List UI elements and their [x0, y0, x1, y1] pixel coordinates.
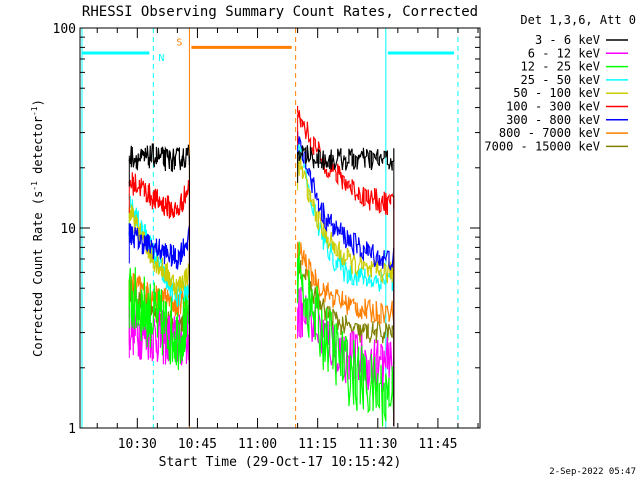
legend-entry-800-7000-kev: 800 - 7000 keV [499, 126, 628, 140]
legend-entry-3-6-kev: 3 - 6 keV [535, 33, 628, 47]
plot-area: NS [81, 28, 459, 428]
chart-title: RHESSI Observing Summary Count Rates, Co… [82, 4, 478, 20]
y-tick-label: 1 [68, 422, 76, 437]
y-tick-label: 10 [60, 222, 76, 237]
x-tick-label: 10:45 [178, 437, 217, 452]
legend-label: 7000 - 15000 keV [484, 139, 600, 153]
x-tick-label: 10:30 [118, 437, 157, 452]
saa-label: S [176, 37, 182, 48]
legend-entry-25-50-kev: 25 - 50 keV [521, 73, 628, 87]
legend-label: 12 - 25 keV [521, 60, 600, 74]
legend-entry-6-12-kev: 6 - 12 keV [528, 46, 628, 60]
legend-label: 300 - 800 keV [506, 113, 600, 127]
legend-label: 6 - 12 keV [528, 46, 600, 60]
series-3-6-kev [128, 143, 190, 427]
y-tick-label: 100 [53, 22, 76, 37]
legend-label: 50 - 100 keV [513, 86, 600, 100]
legend-label: 3 - 6 keV [535, 33, 600, 47]
x-tick-label: 11:45 [418, 437, 457, 452]
y-axis: 1 10 100 [53, 22, 480, 437]
legend-entry-300-800-kev: 300 - 800 keV [506, 113, 628, 127]
legend-label: 800 - 7000 keV [499, 126, 600, 140]
footer-date: 2-Sep-2022 05:47 [549, 467, 636, 477]
legend-entry-100-300-kev: 100 - 300 keV [506, 100, 628, 114]
legend-entry-12-25-kev: 12 - 25 keV [521, 60, 628, 74]
x-axis-label: Start Time (29-Oct-17 10:15:42) [159, 455, 402, 470]
x-tick-label: 11:30 [358, 437, 397, 452]
x-tick-label: 11:15 [298, 437, 337, 452]
x-tick-label: 11:00 [238, 437, 277, 452]
series-3-6-kev [297, 145, 395, 427]
legend-label: 100 - 300 keV [506, 100, 600, 114]
x-axis: 10:30 10:45 11:00 11:15 11:30 11:45 [96, 28, 479, 452]
y-axis-label: Corrected Count Rate (s-1 detector-1) [30, 99, 45, 357]
legend-label: 25 - 50 keV [521, 73, 600, 87]
night-label: N [158, 53, 164, 64]
legend-entry-50-100-kev: 50 - 100 keV [513, 86, 628, 100]
legend-entry-7000-15000-kev: 7000 - 15000 keV [484, 139, 628, 153]
legend-header: Det 1,3,6, Att 0 [520, 13, 636, 27]
